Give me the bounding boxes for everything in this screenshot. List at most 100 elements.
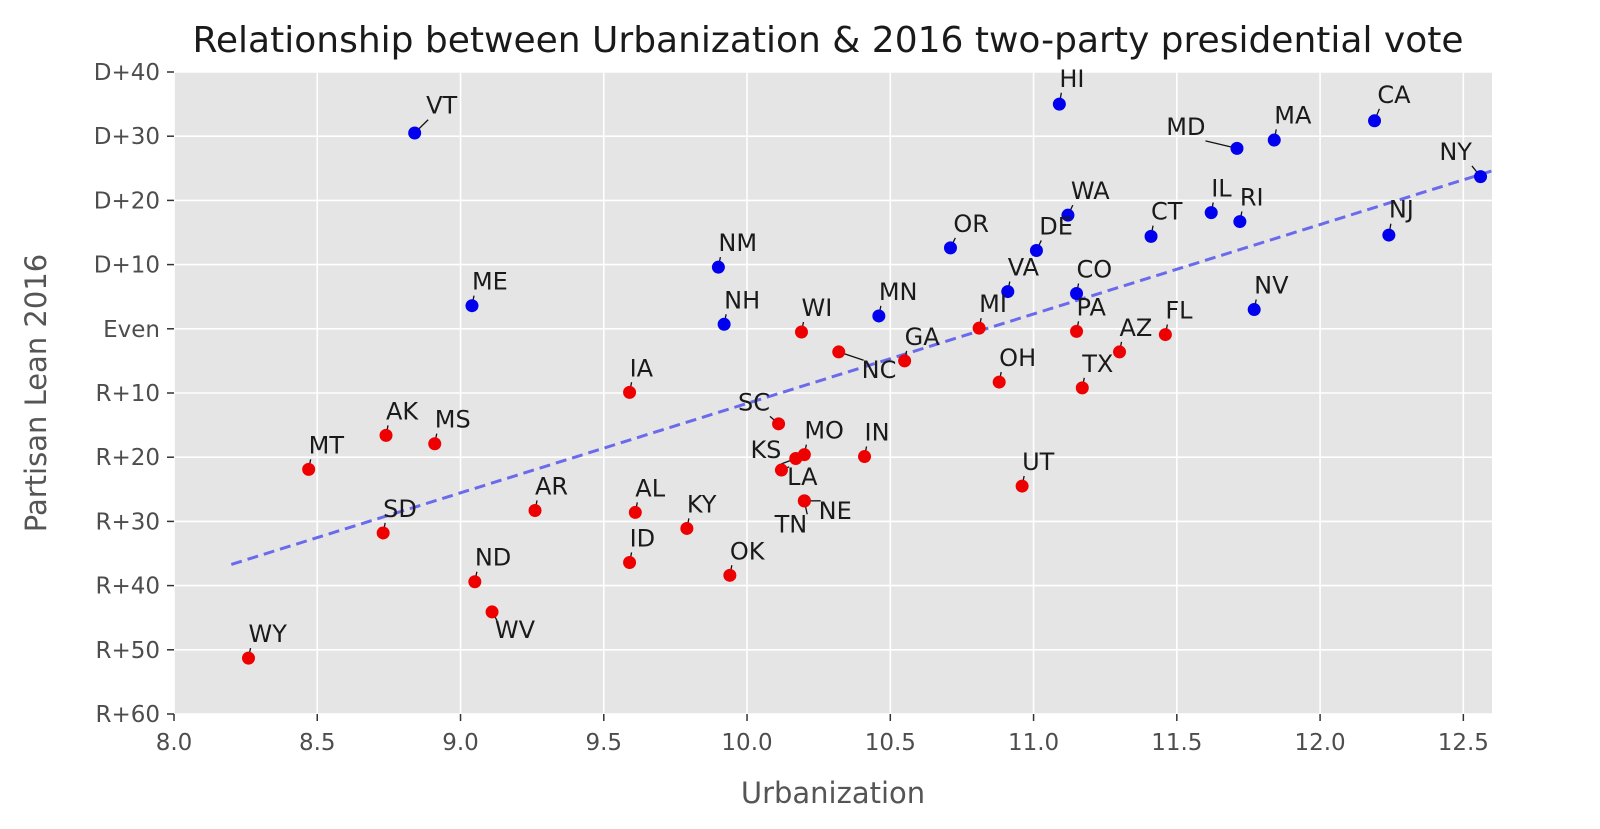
state-label: KS <box>750 436 781 464</box>
state-label: HI <box>1059 65 1084 93</box>
state-label: DE <box>1039 212 1073 240</box>
point-labels: VT HI CA MD MA NY WA IL RI NJ CT OR DE NM VA CO ME NV MN NH… <box>248 65 1472 648</box>
x-tick-label: 8.0 <box>156 730 193 756</box>
state-point <box>858 450 872 464</box>
state-point <box>723 568 737 582</box>
state-label: NE <box>819 497 852 525</box>
state-label: SC <box>738 388 770 416</box>
state-point <box>772 417 786 431</box>
state-point <box>717 317 731 331</box>
state-point <box>1247 303 1261 317</box>
x-tick-label: 12.5 <box>1438 730 1489 756</box>
state-label: VT <box>426 92 457 120</box>
state-label: IL <box>1211 175 1232 203</box>
state-label: MN <box>879 278 918 306</box>
state-label: KY <box>687 490 717 518</box>
state-label: NV <box>1254 271 1289 299</box>
state-point <box>628 505 642 519</box>
state-label: WY <box>248 620 287 648</box>
y-tick-label: D+40 <box>94 60 160 86</box>
state-point <box>623 385 637 399</box>
axis-ticks: 8.0 8.5 9.0 9.5 10.0 10.5 11.0 11.5 12.0 12.5 D+40… <box>94 60 1489 756</box>
state-label: NM <box>718 229 757 257</box>
state-label: AK <box>386 397 419 425</box>
state-point <box>428 437 442 451</box>
state-label: CT <box>1151 198 1183 226</box>
state-point <box>302 462 316 476</box>
state-label: NH <box>724 286 760 314</box>
state-label: OK <box>730 537 766 565</box>
state-label: MD <box>1166 113 1205 141</box>
state-point <box>1015 479 1029 493</box>
state-point <box>680 521 694 535</box>
x-tick-label: 8.5 <box>299 730 336 756</box>
state-label: FL <box>1165 297 1193 325</box>
x-tick-label: 9.5 <box>585 730 622 756</box>
state-label: WV <box>495 616 536 644</box>
y-tick-label: R+10 <box>95 381 160 407</box>
state-point <box>1061 208 1075 222</box>
state-point <box>1052 97 1066 111</box>
state-point <box>379 428 393 442</box>
state-point <box>528 503 542 517</box>
x-axis-label: Urbanization <box>741 776 925 810</box>
state-point <box>711 260 725 274</box>
state-point <box>1267 133 1281 147</box>
state-point <box>797 494 811 508</box>
state-point <box>789 451 803 465</box>
state-label: AL <box>635 474 665 502</box>
y-tick-label: D+30 <box>94 124 160 150</box>
state-label: IA <box>630 354 654 382</box>
state-label: AZ <box>1120 314 1153 342</box>
state-label: AR <box>535 472 568 500</box>
state-point <box>1382 228 1396 242</box>
chart-title: Relationship between Urbanization & 2016… <box>193 20 1464 61</box>
state-point <box>1230 141 1244 155</box>
state-point <box>972 321 986 335</box>
x-tick-label: 12.0 <box>1294 730 1345 756</box>
state-point <box>465 299 479 313</box>
state-label: RI <box>1240 184 1264 212</box>
x-tick-label: 10.5 <box>865 730 916 756</box>
state-label: PA <box>1077 293 1107 321</box>
state-point <box>992 375 1006 389</box>
state-point <box>1204 206 1218 220</box>
y-tick-label: D+20 <box>94 188 160 214</box>
state-point <box>1474 170 1488 184</box>
state-point <box>943 241 957 255</box>
y-tick-label: R+50 <box>95 638 160 664</box>
state-label: ND <box>475 544 511 572</box>
state-label: WI <box>801 294 832 322</box>
data-points <box>241 97 1488 665</box>
state-point <box>408 126 422 140</box>
state-point <box>468 575 482 589</box>
state-label: GA <box>905 323 941 351</box>
state-label: TX <box>1081 350 1113 378</box>
state-label: SD <box>383 495 417 523</box>
grid-lines <box>173 71 1492 715</box>
state-point <box>1158 328 1172 342</box>
state-point <box>1075 381 1089 395</box>
state-point <box>1001 285 1015 299</box>
state-label: MO <box>804 417 844 445</box>
y-tick-label: Even <box>103 317 160 343</box>
state-label: ID <box>630 524 656 552</box>
state-label: MS <box>435 406 471 434</box>
state-label: NJ <box>1389 196 1414 224</box>
state-point <box>774 463 788 477</box>
state-point <box>832 345 846 359</box>
state-point <box>376 526 390 540</box>
state-label: IN <box>865 419 890 447</box>
y-tick-label: R+20 <box>95 445 160 471</box>
state-label: NY <box>1439 138 1472 166</box>
state-label: CO <box>1077 255 1113 283</box>
state-point <box>241 651 255 665</box>
state-label: LA <box>787 463 818 491</box>
state-point <box>1113 345 1127 359</box>
state-label: ME <box>472 268 508 296</box>
state-point <box>1070 324 1084 338</box>
y-tick-label: D+10 <box>94 253 160 279</box>
state-point <box>1368 114 1382 128</box>
state-label: TN <box>774 510 808 538</box>
